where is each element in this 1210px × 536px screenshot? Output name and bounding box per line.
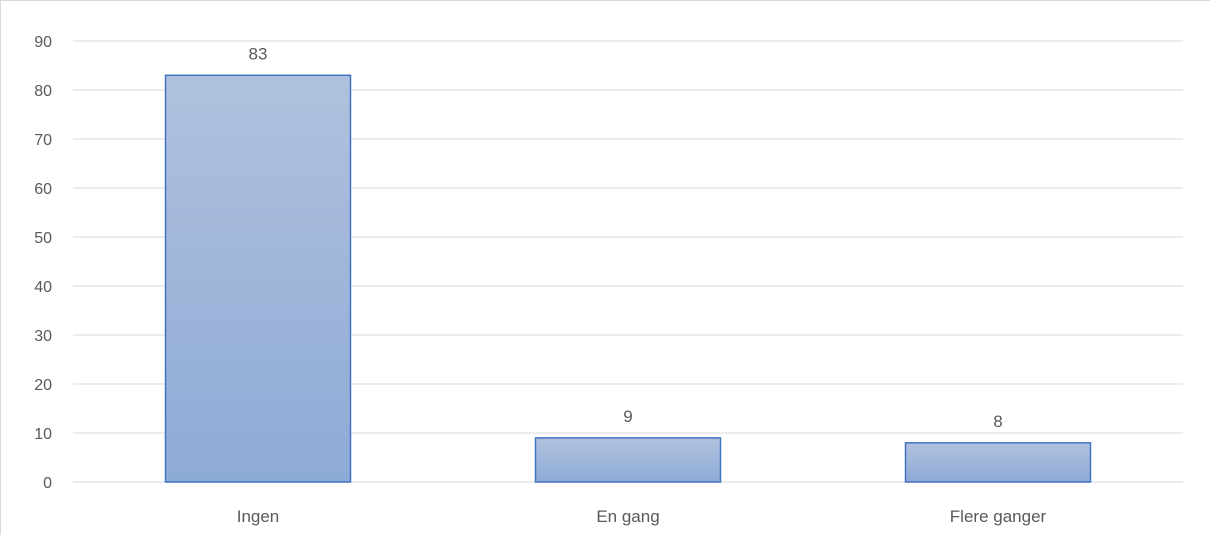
x-category-label: Flere ganger	[950, 507, 1047, 526]
y-tick-label: 30	[34, 328, 52, 345]
y-tick-label: 60	[34, 181, 52, 198]
x-category-label: Ingen	[237, 507, 280, 526]
bars	[164, 74, 1092, 483]
data-labels: 83 9 8	[249, 44, 1003, 431]
y-tick-label: 50	[34, 230, 52, 247]
y-tick-label: 20	[34, 377, 52, 394]
x-category-label: En gang	[596, 507, 659, 526]
y-tick-label: 90	[34, 34, 52, 51]
y-tick-label: 40	[34, 279, 52, 296]
x-axis-categories: Ingen En gang Flere ganger	[237, 507, 1047, 526]
y-tick-label: 0	[43, 475, 52, 492]
data-label: 83	[249, 44, 268, 63]
y-tick-label: 80	[34, 83, 52, 100]
bar-ingen	[164, 74, 352, 483]
y-axis-ticks: 0 10 20 30 40 50 60 70 80 90	[34, 34, 52, 492]
y-tick-label: 70	[34, 132, 52, 149]
y-tick-label: 10	[34, 426, 52, 443]
data-label: 8	[993, 412, 1002, 431]
data-label: 9	[623, 407, 632, 426]
bar-en-gang	[534, 437, 722, 483]
bar-flere-ganger	[904, 442, 1092, 483]
